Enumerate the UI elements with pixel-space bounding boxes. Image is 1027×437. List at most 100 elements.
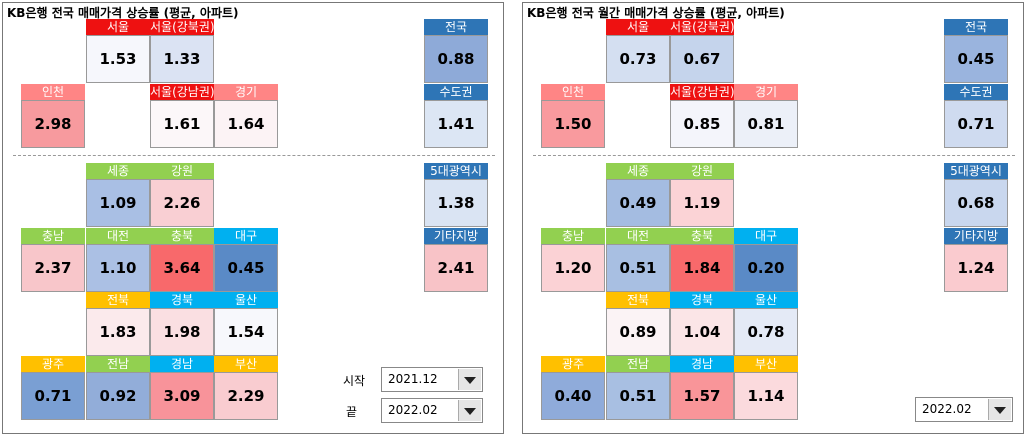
region-value: 1.57 xyxy=(670,372,734,420)
control-label: 끝 xyxy=(346,405,358,419)
panel-title: KB은행 전국 매매가격 상승률 (평균, 아파트) xyxy=(7,6,239,20)
region-label: 경기 xyxy=(214,84,278,100)
region-value: 3.64 xyxy=(150,244,214,292)
region-label: 경기 xyxy=(734,84,798,100)
region-label: 울산 xyxy=(734,292,798,308)
region-value: 1.41 xyxy=(424,100,488,148)
region-value: 1.83 xyxy=(86,308,150,356)
dropdown[interactable]: 2021.12 xyxy=(381,367,483,392)
dropdown-button[interactable] xyxy=(458,369,481,390)
region-label: 충남 xyxy=(21,228,85,244)
region-label: 경북 xyxy=(150,292,214,308)
region-label: 강원 xyxy=(670,163,734,179)
region-value: 2.29 xyxy=(214,372,278,420)
region-value: 1.14 xyxy=(734,372,798,420)
region-label: 경남 xyxy=(670,356,734,372)
region-value: 1.54 xyxy=(214,308,278,356)
region-value: 1.84 xyxy=(670,244,734,292)
dropdown-button[interactable] xyxy=(988,399,1011,420)
region-value: 1.04 xyxy=(670,308,734,356)
region-value: 1.33 xyxy=(150,35,214,83)
region-value: 1.53 xyxy=(86,35,150,83)
region-value: 0.51 xyxy=(606,372,670,420)
region-label: 서울(강북권) xyxy=(150,19,214,35)
region-value: 0.71 xyxy=(944,100,1008,148)
dropdown-button[interactable] xyxy=(458,400,481,421)
region-label: 인천 xyxy=(541,84,605,100)
region-label: 전남 xyxy=(86,356,150,372)
region-label: 세종 xyxy=(86,163,150,179)
region-value: 2.26 xyxy=(150,179,214,227)
region-label: 충북 xyxy=(150,228,214,244)
region-value: 0.20 xyxy=(734,244,798,292)
region-label: 광주 xyxy=(21,356,85,372)
region-value: 0.68 xyxy=(944,179,1008,227)
region-value: 2.37 xyxy=(21,244,85,292)
region-label: 대전 xyxy=(606,228,670,244)
region-label: 서울(강남권) xyxy=(670,84,734,100)
region-label: 광주 xyxy=(541,356,605,372)
region-value: 3.09 xyxy=(150,372,214,420)
region-value: 0.92 xyxy=(86,372,150,420)
region-label: 서울 xyxy=(606,19,670,35)
region-value: 1.19 xyxy=(670,179,734,227)
panel: KB은행 전국 월간 매매가격 상승률 (평균, 아파트) 서울 0.73 서울(강북… xyxy=(522,2,1024,434)
region-value: 1.50 xyxy=(541,100,605,148)
region-value: 2.98 xyxy=(21,100,85,148)
region-value: 1.64 xyxy=(214,100,278,148)
dropdown-value: 2021.12 xyxy=(388,372,438,386)
region-value: 1.20 xyxy=(541,244,605,292)
region-label: 경남 xyxy=(150,356,214,372)
dropdown[interactable]: 2022.02 xyxy=(915,397,1013,422)
region-label: 5대광역시 xyxy=(424,163,488,179)
region-label: 기타지방 xyxy=(944,228,1008,244)
region-label: 충북 xyxy=(670,228,734,244)
region-value: 0.67 xyxy=(670,35,734,83)
region-value: 0.89 xyxy=(606,308,670,356)
region-label: 경북 xyxy=(670,292,734,308)
region-label: 전국 xyxy=(424,19,488,35)
region-label: 전남 xyxy=(606,356,670,372)
region-value: 2.41 xyxy=(424,244,488,292)
region-label: 대구 xyxy=(734,228,798,244)
region-value: 0.45 xyxy=(944,35,1008,83)
region-label: 기타지방 xyxy=(424,228,488,244)
region-value: 0.51 xyxy=(606,244,670,292)
region-label: 5대광역시 xyxy=(944,163,1008,179)
region-label: 전북 xyxy=(606,292,670,308)
panel: KB은행 전국 매매가격 상승률 (평균, 아파트) 서울 1.53 서울(강북권) 1… xyxy=(2,2,504,434)
region-value: 1.09 xyxy=(86,179,150,227)
divider xyxy=(533,155,1015,156)
region-value: 0.45 xyxy=(214,244,278,292)
region-label: 수도권 xyxy=(944,84,1008,100)
region-label: 세종 xyxy=(606,163,670,179)
region-value: 1.10 xyxy=(86,244,150,292)
region-label: 울산 xyxy=(214,292,278,308)
dropdown-value: 2022.02 xyxy=(922,402,972,416)
panel-title: KB은행 전국 월간 매매가격 상승률 (평균, 아파트) xyxy=(527,6,785,20)
region-value: 0.49 xyxy=(606,179,670,227)
region-value: 1.24 xyxy=(944,244,1008,292)
region-value: 0.40 xyxy=(541,372,605,420)
region-label: 전북 xyxy=(86,292,150,308)
region-label: 서울(강북권) xyxy=(670,19,734,35)
region-value: 0.78 xyxy=(734,308,798,356)
region-label: 서울 xyxy=(86,19,150,35)
region-label: 수도권 xyxy=(424,84,488,100)
region-value: 1.61 xyxy=(150,100,214,148)
region-value: 0.88 xyxy=(424,35,488,83)
dropdown[interactable]: 2022.02 xyxy=(381,398,483,423)
region-value: 0.73 xyxy=(606,35,670,83)
region-value: 1.38 xyxy=(424,179,488,227)
control-label: 시작 xyxy=(343,374,366,388)
region-label: 서울(강남권) xyxy=(150,84,214,100)
region-value: 1.98 xyxy=(150,308,214,356)
dropdown-value: 2022.02 xyxy=(388,403,438,417)
region-label: 대전 xyxy=(86,228,150,244)
divider xyxy=(13,155,495,156)
region-label: 충남 xyxy=(541,228,605,244)
region-value: 0.81 xyxy=(734,100,798,148)
region-label: 강원 xyxy=(150,163,214,179)
region-label: 부산 xyxy=(734,356,798,372)
